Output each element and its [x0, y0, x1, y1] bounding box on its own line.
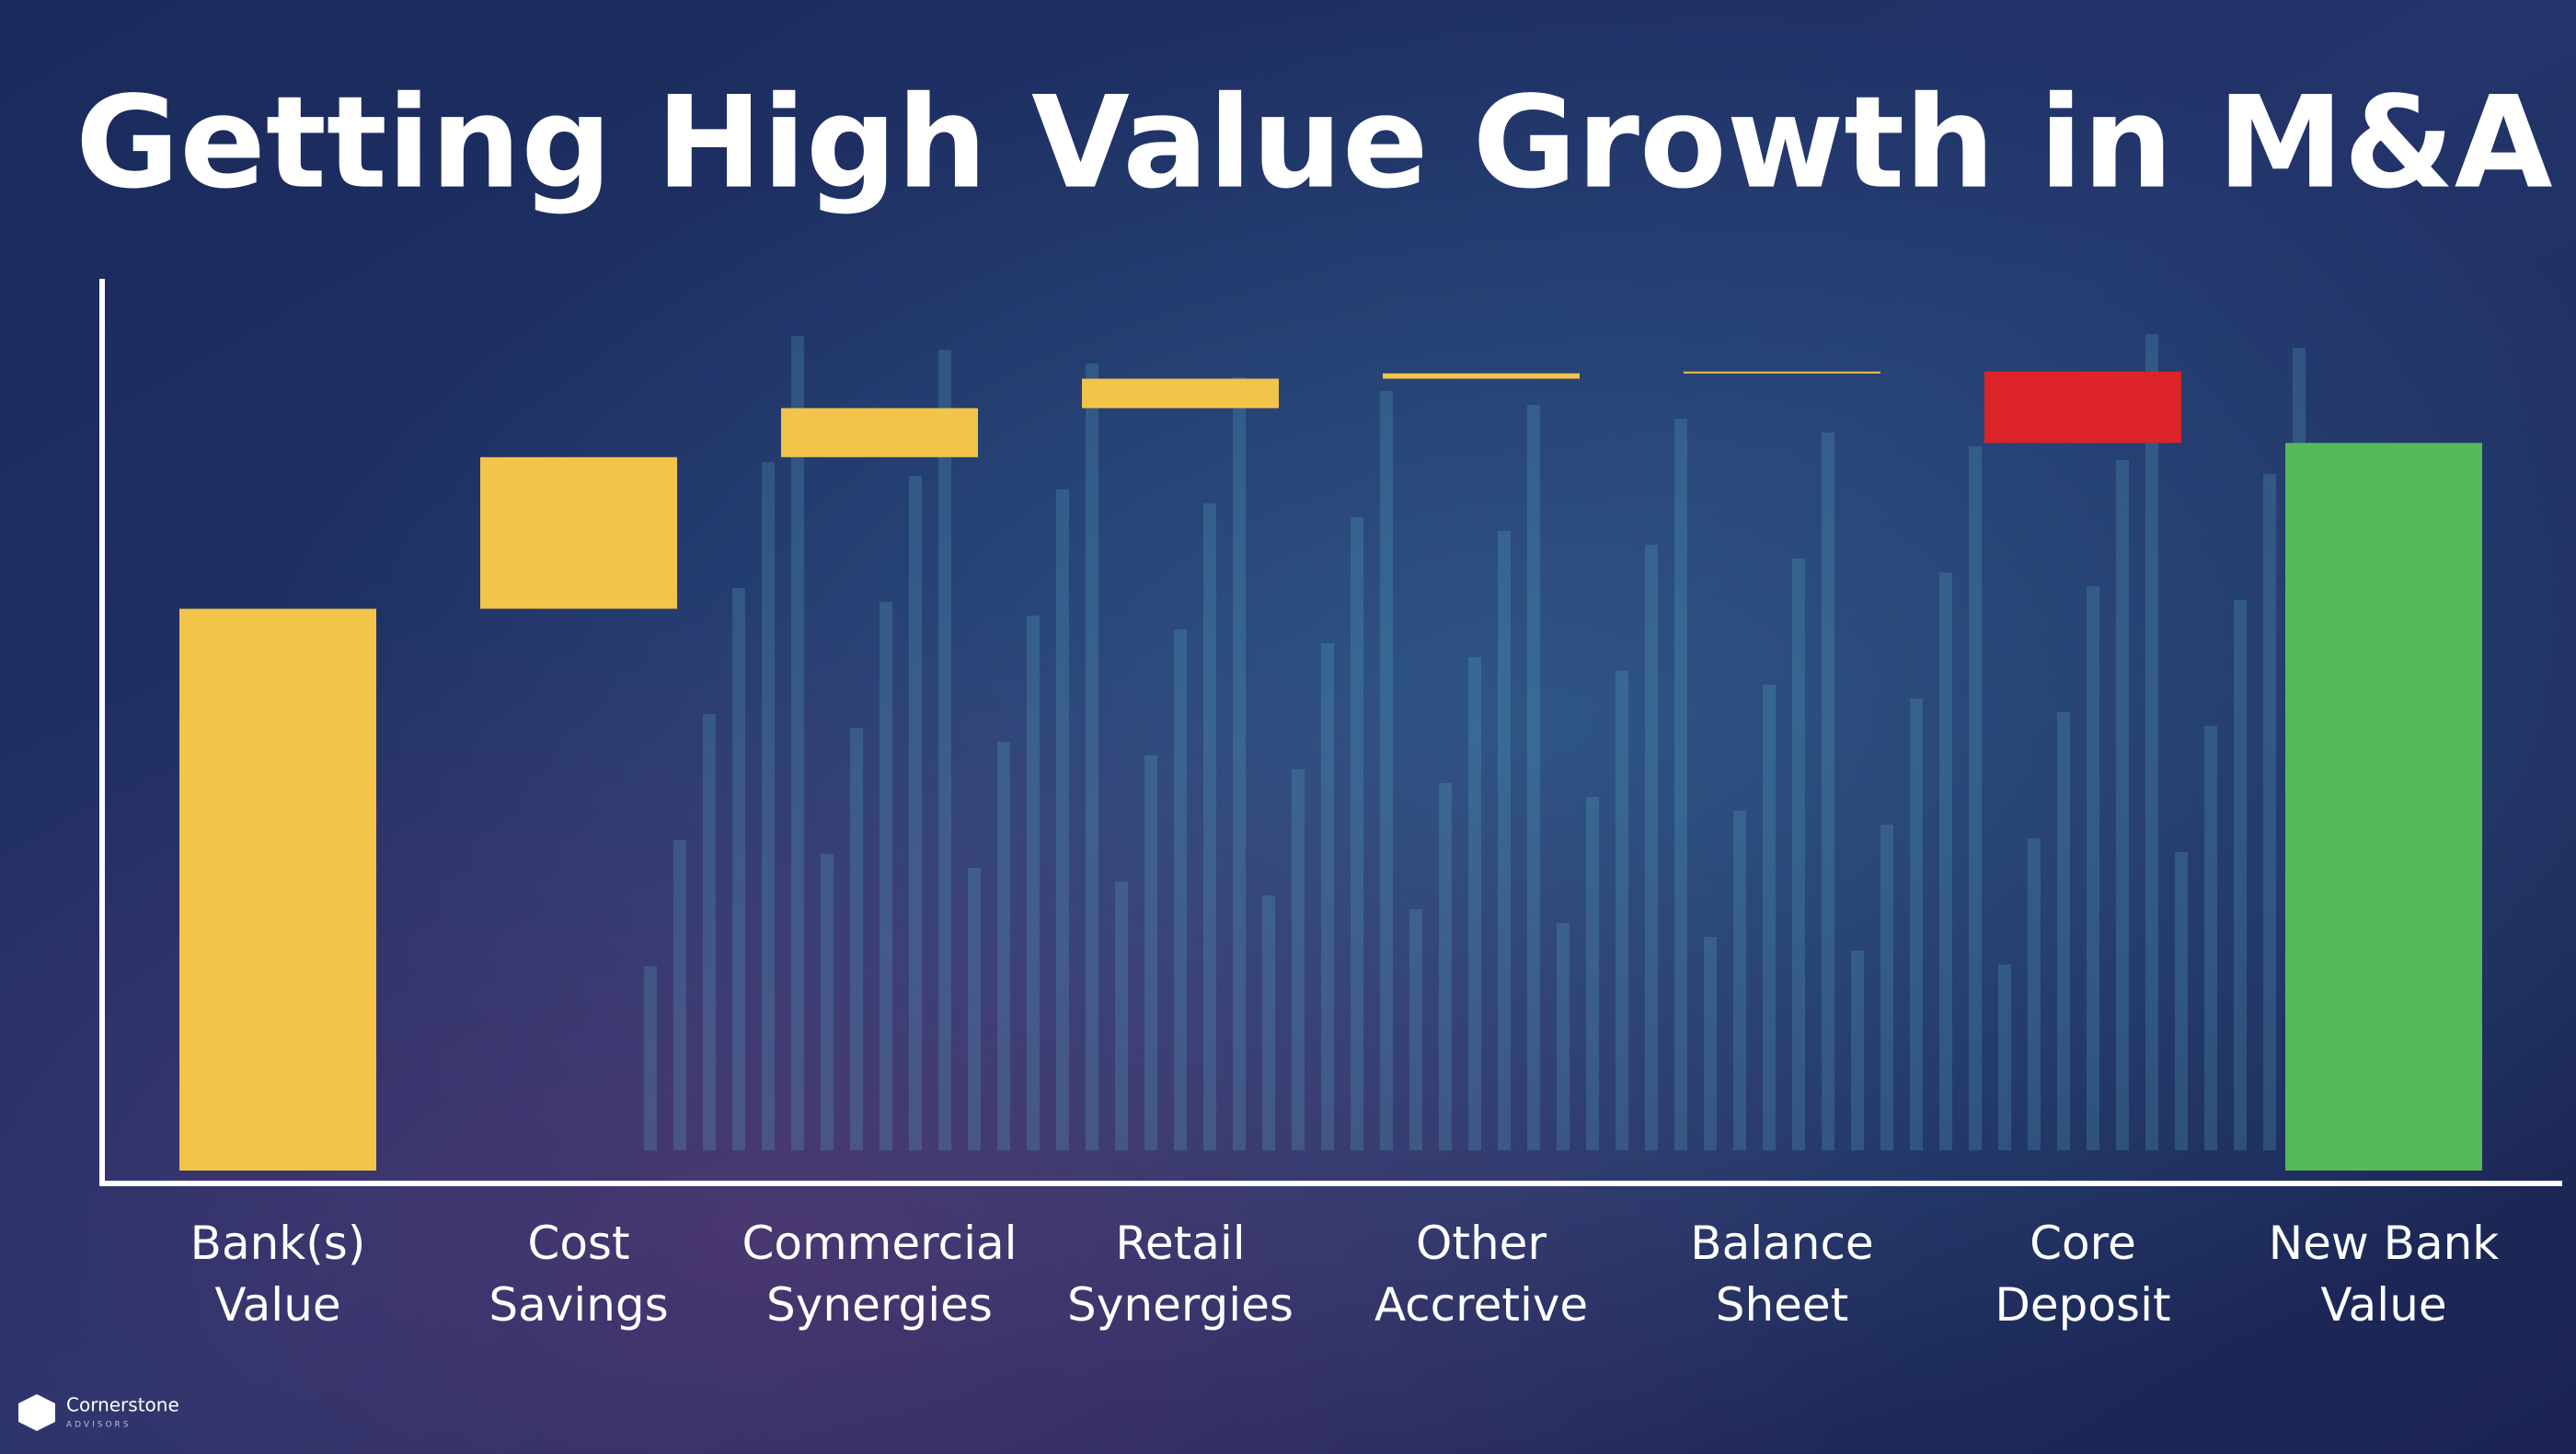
x-tick-label: Core Deposit — [1995, 1217, 2170, 1332]
background-bar — [997, 742, 1010, 1150]
bar — [480, 456, 677, 609]
chart-title: Getting High Value Growth in M&A — [75, 69, 2553, 217]
background-bar — [968, 868, 981, 1150]
background-bar — [791, 336, 804, 1150]
logo-name: Cornerstone — [66, 1394, 179, 1416]
background-bar — [1409, 909, 1422, 1150]
background-bar — [1027, 616, 1040, 1150]
background-bar — [2263, 474, 2276, 1150]
x-tick-label: Retail Synergies — [1067, 1217, 1294, 1332]
background-bar — [1616, 671, 1628, 1150]
bar — [1684, 371, 1880, 374]
background-bar — [1792, 559, 1805, 1150]
bar — [1082, 378, 1279, 409]
background-bar — [1557, 923, 1570, 1150]
x-tick-label: Bank(s) Value — [190, 1217, 366, 1332]
x-tick-label: Balance Sheet — [1690, 1217, 1873, 1332]
background-bar — [2116, 460, 2129, 1150]
bar — [2285, 443, 2482, 1171]
background-bar — [1262, 895, 1275, 1150]
background-bar — [1321, 643, 1334, 1150]
background-bar — [2234, 600, 2247, 1150]
background-bar — [1763, 685, 1776, 1150]
background-bar — [1939, 572, 1952, 1150]
background-bar — [2087, 586, 2099, 1150]
background-bar — [880, 602, 892, 1150]
background-bar — [673, 840, 686, 1150]
background-bar — [1645, 545, 1658, 1150]
background-bar — [821, 854, 834, 1150]
background-bar — [732, 588, 745, 1150]
x-tick-label: Commercial Synergies — [742, 1217, 1017, 1332]
background-bar — [1380, 391, 1393, 1150]
background-bar — [1851, 951, 1864, 1150]
background-bar — [1144, 756, 1157, 1150]
background-bar — [2028, 838, 2041, 1150]
background-bar — [1733, 811, 1746, 1150]
x-tick-label: New Bank Value — [2269, 1217, 2500, 1332]
x-tick-label: Other Accretive — [1374, 1217, 1588, 1332]
logo: Cornerstone ADVISORS — [18, 1394, 179, 1431]
background-bar — [1586, 797, 1599, 1150]
background-bar — [644, 966, 657, 1150]
background-bar — [1674, 419, 1687, 1150]
bar — [179, 608, 376, 1171]
background-bar — [1910, 698, 1923, 1150]
background-bar — [1527, 405, 1540, 1150]
background-bar — [2204, 726, 2217, 1150]
background-bar — [1822, 433, 1834, 1150]
background-bar — [1998, 964, 2011, 1150]
background-bar — [1292, 769, 1305, 1150]
background-bar — [1880, 825, 1893, 1150]
background-bar — [703, 714, 716, 1150]
background-bar — [1468, 657, 1481, 1150]
background-bar — [1351, 517, 1363, 1150]
background-bar — [1203, 503, 1216, 1150]
logo-icon — [18, 1394, 55, 1431]
background-bar — [762, 462, 775, 1150]
background-bar — [2175, 852, 2188, 1150]
background-bar — [1704, 937, 1717, 1150]
background-bar — [1498, 531, 1511, 1150]
logo-tagline: ADVISORS — [66, 1421, 132, 1430]
bar — [781, 408, 978, 457]
bar — [1984, 371, 2181, 444]
background-bar — [1233, 377, 1246, 1150]
background-bar — [1056, 490, 1069, 1150]
background-bar — [909, 476, 922, 1150]
background-bar — [938, 350, 951, 1150]
background-bar — [1969, 446, 1982, 1150]
background-bar — [2057, 712, 2070, 1150]
x-tick-label: Cost Savings — [489, 1217, 668, 1332]
background-bar — [2145, 334, 2158, 1150]
background-bar — [1439, 783, 1452, 1150]
background-bar — [1174, 629, 1187, 1150]
background-bar — [1086, 364, 1098, 1150]
background-bar — [1115, 882, 1128, 1150]
bar — [1383, 373, 1580, 379]
background-bar — [850, 728, 863, 1150]
